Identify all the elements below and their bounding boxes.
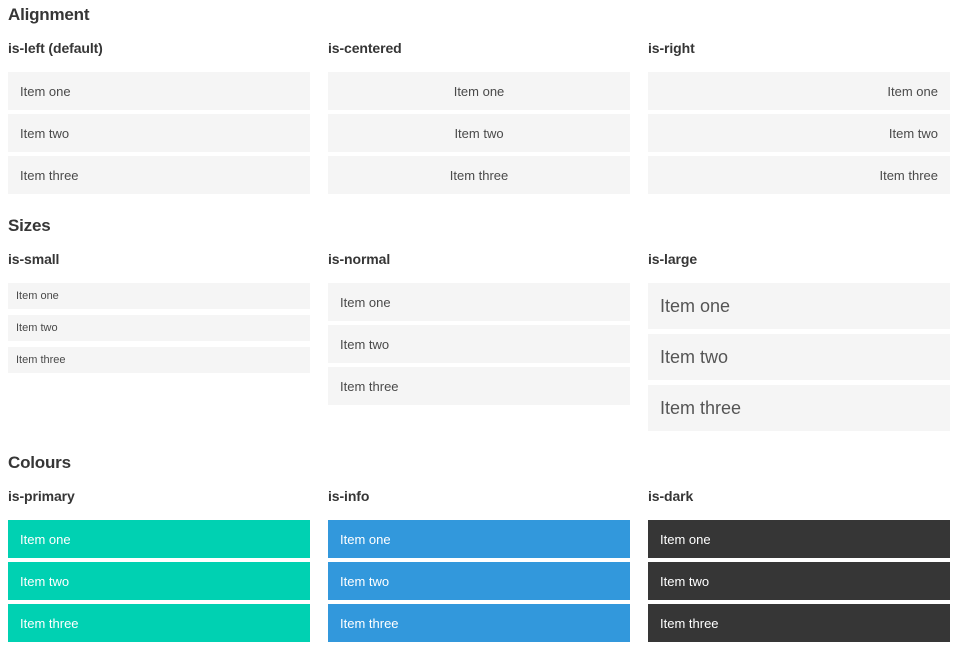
variant-label: is-right (648, 40, 695, 56)
section-sizes: Sizes is-small Item one Item two Item th… (8, 216, 950, 436)
list-item: Item three (8, 156, 310, 194)
list-item: Item one (8, 72, 310, 110)
column-is-large: is-large Item one Item two Item three (648, 251, 950, 436)
list-item: Item three (328, 604, 630, 642)
list-item: Item three (648, 385, 950, 431)
variant-label: is-small (8, 251, 60, 267)
list-item: Item two (328, 325, 630, 363)
list-item: Item three (328, 156, 630, 194)
section-title: Colours (8, 453, 71, 472)
column-is-left: is-left (default) Item one Item two Item… (8, 40, 310, 198)
list-item: Item two (8, 562, 310, 600)
column-is-primary: is-primary Item one Item two Item three (8, 488, 310, 646)
list-item: Item one (648, 520, 950, 558)
section-alignment: Alignment is-left (default) Item one Ite… (8, 5, 950, 198)
list-item: Item two (648, 562, 950, 600)
column-is-small: is-small Item one Item two Item three (8, 251, 310, 379)
list-item: Item three (648, 604, 950, 642)
variant-label: is-normal (328, 251, 391, 267)
variant-label: is-info (328, 488, 370, 504)
list-item: Item one (328, 72, 630, 110)
variant-label: is-primary (8, 488, 75, 504)
column-is-centered: is-centered Item one Item two Item three (328, 40, 630, 198)
sizes-columns: is-small Item one Item two Item three is… (8, 251, 950, 436)
list-item: Item one (328, 520, 630, 558)
list-item: Item three (328, 367, 630, 405)
column-is-right: is-right Item one Item two Item three (648, 40, 950, 198)
section-colours: Colours is-primary Item one Item two Ite… (8, 453, 950, 646)
variant-label: is-centered (328, 40, 402, 56)
column-is-dark: is-dark Item one Item two Item three (648, 488, 950, 646)
section-title: Sizes (8, 216, 51, 235)
column-is-normal: is-normal Item one Item two Item three (328, 251, 630, 409)
list-item: Item three (8, 604, 310, 642)
list-item: Item two (648, 334, 950, 380)
colours-columns: is-primary Item one Item two Item three … (8, 488, 950, 646)
list-item: Item one (8, 283, 310, 309)
list-item: Item two (8, 114, 310, 152)
variant-label: is-dark (648, 488, 694, 504)
list-item: Item one (328, 283, 630, 321)
list-item: Item three (8, 347, 310, 373)
variant-label: is-left (default) (8, 40, 103, 56)
list-item: Item one (648, 72, 950, 110)
section-title: Alignment (8, 5, 90, 24)
alignment-columns: is-left (default) Item one Item two Item… (8, 40, 950, 198)
list-item: Item two (648, 114, 950, 152)
list-item: Item two (328, 114, 630, 152)
column-is-info: is-info Item one Item two Item three (328, 488, 630, 646)
list-item: Item one (8, 520, 310, 558)
list-item: Item two (8, 315, 310, 341)
list-item: Item one (648, 283, 950, 329)
list-item: Item three (648, 156, 950, 194)
list-item: Item two (328, 562, 630, 600)
variant-label: is-large (648, 251, 697, 267)
